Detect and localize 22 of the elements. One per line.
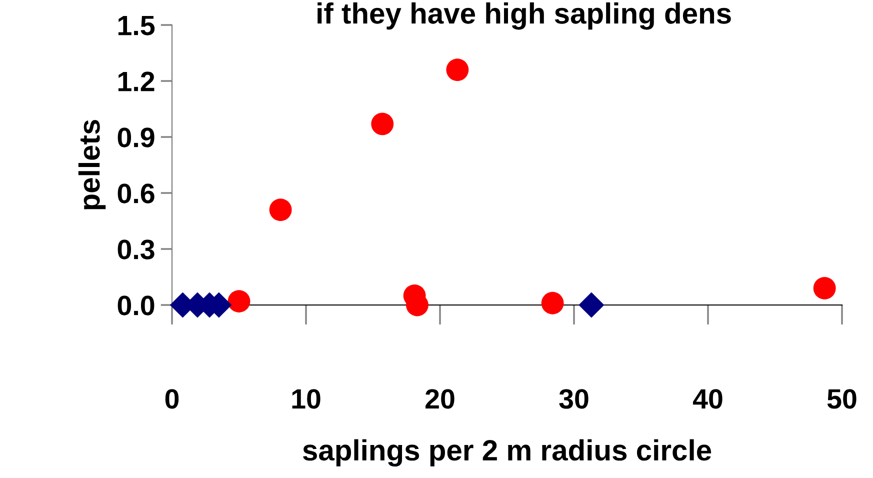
x-tick-label: 0 — [165, 389, 179, 409]
x-tick-label: 20 — [426, 389, 454, 409]
y-tick-label: 0.6 — [118, 184, 154, 204]
x-axis-title: saplings per 2 m radius circle — [302, 439, 712, 467]
x-tick-label: 50 — [827, 389, 856, 409]
point — [446, 58, 469, 81]
y-tick-label: 0.0 — [118, 296, 154, 316]
chart-title: if they have high sapling dens — [318, 2, 731, 30]
x-tick-label: 30 — [559, 389, 588, 409]
point — [813, 277, 836, 300]
y-tick-label: 0.9 — [118, 128, 154, 148]
point — [371, 112, 394, 136]
point — [541, 292, 564, 314]
x-tick-label: 40 — [692, 389, 722, 409]
x-tick-label: 10 — [292, 389, 320, 409]
y-tick-label: 1.5 — [118, 16, 155, 36]
y-tick-label: 1.2 — [118, 72, 154, 92]
point — [269, 198, 292, 221]
y-tick-label: 0.3 — [118, 240, 154, 260]
point — [228, 290, 250, 312]
y-axis-title: pellets — [78, 120, 106, 210]
point — [578, 292, 604, 318]
